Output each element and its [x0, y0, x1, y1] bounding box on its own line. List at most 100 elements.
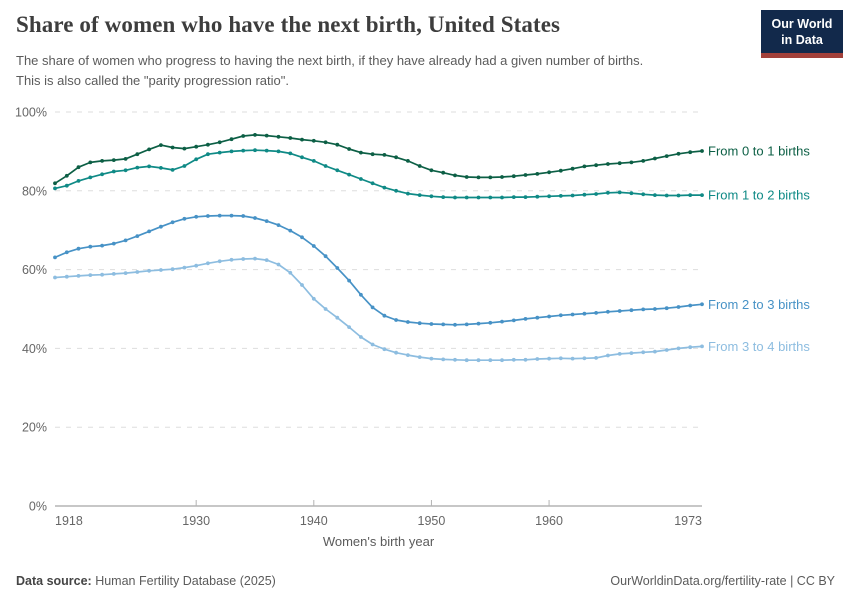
data-point-from-2-to-3-births[interactable] [464, 322, 469, 327]
data-point-from-0-to-1-births[interactable] [288, 136, 293, 140]
data-point-from-2-to-3-births[interactable] [182, 216, 187, 221]
data-point-from-1-to-2-births[interactable] [135, 165, 140, 170]
data-point-from-0-to-1-births[interactable] [535, 172, 540, 176]
data-point-from-1-to-2-births[interactable] [629, 191, 634, 196]
data-point-from-0-to-1-births[interactable] [229, 137, 234, 142]
data-point-from-3-to-4-births[interactable] [159, 268, 163, 272]
data-point-from-1-to-2-births[interactable] [453, 195, 457, 200]
data-point-from-1-to-2-births[interactable] [664, 193, 669, 198]
data-point-from-3-to-4-births[interactable] [347, 325, 351, 329]
data-point-from-1-to-2-births[interactable] [229, 149, 234, 154]
data-point-from-2-to-3-births[interactable] [653, 307, 657, 311]
data-point-from-0-to-1-births[interactable] [53, 181, 57, 186]
data-point-from-1-to-2-births[interactable] [323, 164, 328, 168]
data-point-from-2-to-3-births[interactable] [476, 321, 481, 326]
data-point-from-2-to-3-births[interactable] [417, 321, 422, 326]
data-point-from-3-to-4-births[interactable] [88, 273, 93, 277]
data-point-from-2-to-3-births[interactable] [429, 322, 434, 326]
data-point-from-1-to-2-births[interactable] [523, 195, 528, 200]
data-point-from-2-to-3-births[interactable] [606, 309, 610, 314]
data-point-from-3-to-4-births[interactable] [676, 346, 681, 351]
data-point-from-3-to-4-births[interactable] [664, 348, 669, 352]
data-point-from-3-to-4-births[interactable] [264, 258, 269, 262]
data-point-from-1-to-2-births[interactable] [441, 195, 446, 200]
data-point-from-0-to-1-births[interactable] [582, 164, 587, 169]
data-point-from-3-to-4-births[interactable] [370, 342, 375, 347]
data-point-from-0-to-1-births[interactable] [688, 150, 693, 155]
data-point-from-0-to-1-births[interactable] [629, 160, 634, 165]
data-point-from-0-to-1-births[interactable] [147, 147, 152, 152]
data-point-from-0-to-1-births[interactable] [394, 155, 398, 160]
data-point-from-0-to-1-births[interactable] [170, 145, 175, 150]
data-point-from-2-to-3-births[interactable] [500, 319, 504, 324]
data-point-from-0-to-1-births[interactable] [111, 158, 116, 163]
data-point-from-2-to-3-births[interactable] [676, 305, 681, 309]
data-point-from-0-to-1-births[interactable] [700, 149, 704, 153]
data-point-from-2-to-3-births[interactable] [700, 302, 704, 307]
data-point-from-0-to-1-births[interactable] [617, 161, 622, 166]
data-point-from-2-to-3-births[interactable] [347, 278, 351, 283]
data-point-from-3-to-4-births[interactable] [53, 275, 57, 280]
data-point-from-0-to-1-births[interactable] [500, 175, 504, 179]
data-point-from-3-to-4-births[interactable] [594, 356, 598, 360]
data-point-from-1-to-2-births[interactable] [476, 195, 481, 200]
data-point-from-0-to-1-births[interactable] [335, 142, 340, 147]
data-point-from-3-to-4-births[interactable] [547, 356, 551, 361]
data-point-from-3-to-4-births[interactable] [641, 350, 646, 355]
data-point-from-3-to-4-births[interactable] [100, 272, 104, 277]
data-point-from-1-to-2-births[interactable] [653, 193, 657, 198]
data-point-from-3-to-4-births[interactable] [335, 315, 340, 320]
data-point-from-3-to-4-births[interactable] [570, 356, 575, 361]
data-point-from-2-to-3-births[interactable] [641, 307, 646, 312]
series-line-from-1-to-2-births[interactable] [54, 149, 703, 199]
data-point-from-2-to-3-births[interactable] [547, 314, 551, 319]
series-line-from-0-to-1-births[interactable] [54, 134, 703, 185]
data-point-from-1-to-2-births[interactable] [359, 177, 363, 181]
series-end-label-from-0-to-1-births[interactable]: From 0 to 1 births [708, 144, 810, 159]
footer-link[interactable]: OurWorldinData.org/fertility-rate | CC B… [610, 574, 835, 588]
data-point-from-0-to-1-births[interactable] [606, 162, 610, 166]
data-point-from-1-to-2-births[interactable] [241, 148, 246, 153]
data-point-from-1-to-2-births[interactable] [64, 183, 69, 188]
data-point-from-1-to-2-births[interactable] [406, 191, 410, 196]
data-point-from-0-to-1-births[interactable] [135, 152, 140, 157]
data-point-from-0-to-1-births[interactable] [511, 174, 516, 179]
data-point-from-1-to-2-births[interactable] [606, 190, 610, 195]
data-point-from-0-to-1-births[interactable] [276, 134, 281, 139]
data-point-from-2-to-3-births[interactable] [311, 244, 316, 248]
data-point-from-3-to-4-births[interactable] [511, 357, 516, 362]
data-point-from-0-to-1-births[interactable] [347, 147, 351, 151]
data-point-from-2-to-3-births[interactable] [88, 244, 93, 249]
data-point-from-2-to-3-births[interactable] [370, 305, 375, 310]
data-point-from-3-to-4-births[interactable] [359, 335, 363, 339]
data-point-from-3-to-4-births[interactable] [241, 257, 246, 261]
data-point-from-1-to-2-births[interactable] [488, 195, 493, 200]
data-point-from-2-to-3-births[interactable] [629, 308, 634, 313]
data-point-from-1-to-2-births[interactable] [700, 193, 704, 198]
data-point-from-3-to-4-births[interactable] [700, 344, 704, 349]
data-point-from-1-to-2-births[interactable] [194, 157, 199, 162]
data-point-from-3-to-4-births[interactable] [582, 356, 587, 361]
data-point-from-1-to-2-births[interactable] [311, 159, 316, 163]
data-point-from-3-to-4-births[interactable] [253, 256, 257, 261]
data-point-from-1-to-2-births[interactable] [100, 172, 104, 177]
data-point-from-2-to-3-births[interactable] [582, 311, 587, 316]
data-point-from-3-to-4-births[interactable] [535, 357, 540, 361]
data-point-from-0-to-1-births[interactable] [359, 150, 363, 155]
data-point-from-0-to-1-births[interactable] [441, 170, 446, 175]
data-point-from-2-to-3-births[interactable] [453, 322, 457, 327]
data-point-from-0-to-1-births[interactable] [676, 151, 681, 156]
data-point-from-1-to-2-births[interactable] [217, 150, 222, 155]
data-point-from-3-to-4-births[interactable] [323, 307, 328, 311]
data-point-from-2-to-3-births[interactable] [441, 322, 446, 327]
data-point-from-0-to-1-births[interactable] [523, 173, 528, 177]
data-point-from-3-to-4-births[interactable] [229, 257, 234, 262]
data-point-from-0-to-1-births[interactable] [417, 164, 422, 168]
data-point-from-0-to-1-births[interactable] [194, 144, 199, 149]
data-point-from-3-to-4-births[interactable] [64, 274, 69, 279]
data-point-from-1-to-2-births[interactable] [276, 149, 281, 154]
data-point-from-0-to-1-births[interactable] [664, 154, 669, 159]
series-end-label-from-1-to-2-births[interactable]: From 1 to 2 births [708, 188, 810, 203]
data-point-from-3-to-4-births[interactable] [311, 296, 316, 301]
data-point-from-2-to-3-births[interactable] [382, 313, 387, 318]
